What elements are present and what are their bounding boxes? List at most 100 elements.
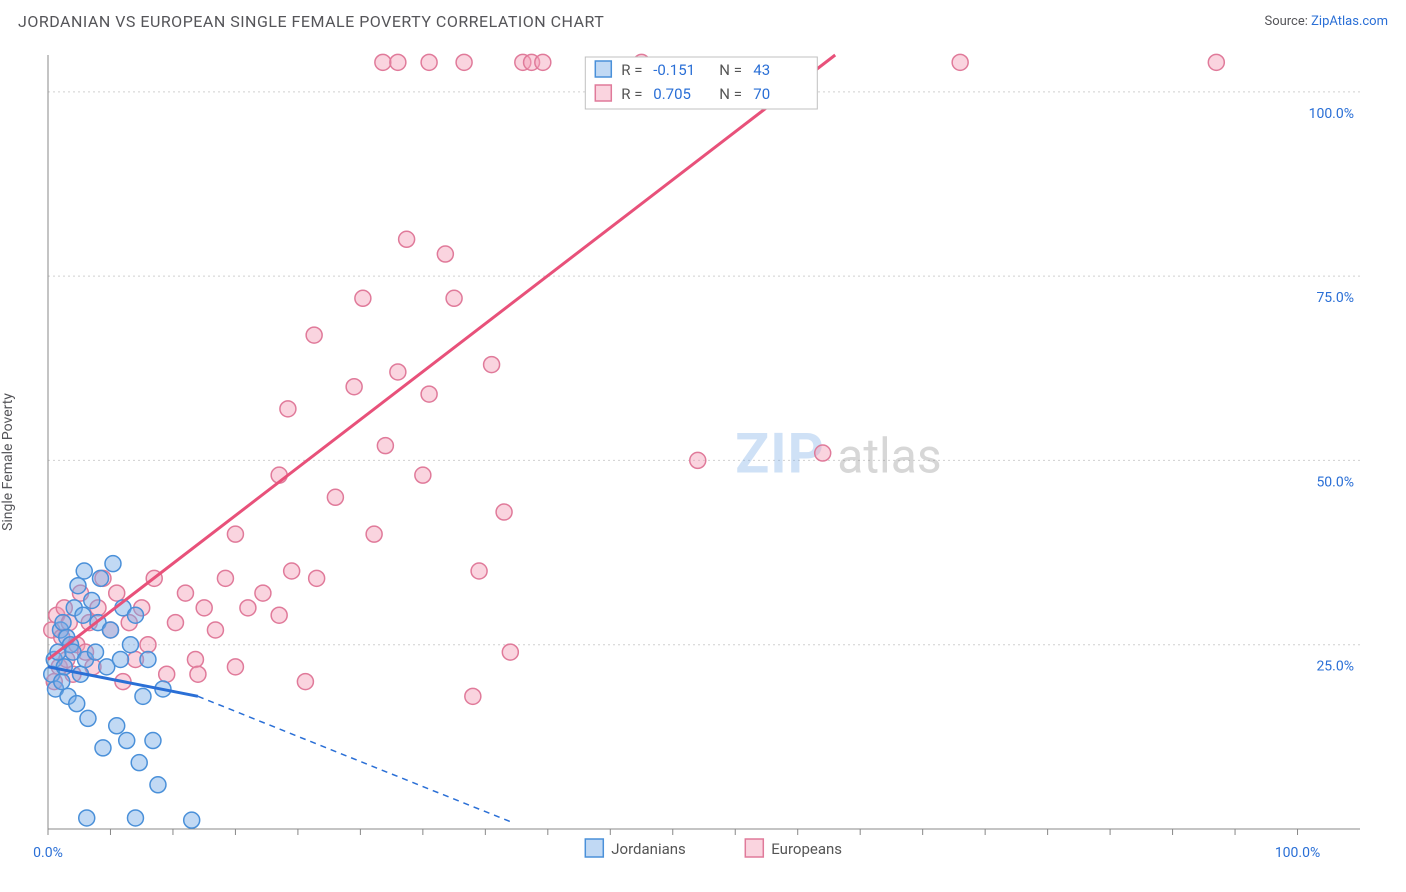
data-point bbox=[297, 674, 313, 690]
data-point bbox=[109, 718, 125, 734]
data-point bbox=[227, 526, 243, 542]
legend-swatch bbox=[595, 85, 611, 101]
data-point bbox=[177, 585, 193, 601]
data-point bbox=[255, 585, 271, 601]
data-point bbox=[421, 54, 437, 70]
data-point bbox=[95, 740, 111, 756]
data-point bbox=[112, 651, 128, 667]
data-point bbox=[105, 556, 121, 572]
data-point bbox=[327, 489, 343, 505]
data-point bbox=[69, 696, 85, 712]
data-point bbox=[366, 526, 382, 542]
y-tick-label: 100.0% bbox=[1309, 106, 1354, 122]
data-point bbox=[496, 504, 512, 520]
data-point bbox=[109, 585, 125, 601]
data-point bbox=[377, 438, 393, 454]
legend-swatch bbox=[595, 61, 611, 77]
data-point bbox=[815, 445, 831, 461]
y-tick-label: 25.0% bbox=[1316, 659, 1354, 675]
data-point bbox=[55, 615, 71, 631]
data-point bbox=[122, 637, 138, 653]
data-point bbox=[119, 733, 135, 749]
y-tick-label: 50.0% bbox=[1316, 474, 1354, 490]
header: JORDANIAN VS EUROPEAN SINGLE FEMALE POVE… bbox=[0, 0, 1406, 37]
data-point bbox=[390, 364, 406, 380]
data-point bbox=[207, 622, 223, 638]
data-point bbox=[87, 644, 103, 660]
data-point bbox=[280, 401, 296, 417]
data-point bbox=[190, 666, 206, 682]
data-point bbox=[421, 386, 437, 402]
trend-line-jordanians-extrap bbox=[198, 696, 510, 821]
data-point bbox=[375, 54, 391, 70]
legend-n-value: 43 bbox=[753, 61, 770, 79]
trend-line-europeans bbox=[48, 55, 835, 659]
data-point bbox=[54, 674, 70, 690]
x-tick-label: 0.0% bbox=[33, 845, 63, 861]
data-point bbox=[284, 563, 300, 579]
svg-text:atlas: atlas bbox=[837, 427, 941, 484]
data-point bbox=[456, 54, 472, 70]
data-point bbox=[79, 810, 95, 826]
data-point bbox=[76, 563, 92, 579]
data-point bbox=[471, 563, 487, 579]
data-point bbox=[227, 659, 243, 675]
legend-r-value: -0.151 bbox=[653, 61, 695, 79]
legend-r-value: 0.705 bbox=[653, 85, 691, 103]
data-point bbox=[399, 231, 415, 247]
data-point bbox=[127, 607, 143, 623]
source-prefix: Source: bbox=[1264, 14, 1311, 29]
data-point bbox=[484, 357, 500, 373]
source-label: Source: ZipAtlas.com bbox=[1264, 14, 1388, 29]
data-point bbox=[1208, 54, 1224, 70]
data-point bbox=[140, 637, 156, 653]
data-point bbox=[502, 644, 518, 660]
data-point bbox=[952, 54, 968, 70]
legend-series-label: Jordanians bbox=[611, 840, 686, 858]
legend-r-label: R = bbox=[621, 85, 642, 103]
y-tick-label: 75.0% bbox=[1316, 290, 1354, 306]
data-point bbox=[75, 607, 91, 623]
chart-area: Single Female Poverty 25.0% 50.0% 75.0% 100… bbox=[0, 37, 1406, 887]
data-point bbox=[346, 379, 362, 395]
legend-swatch bbox=[745, 839, 763, 857]
data-point bbox=[415, 467, 431, 483]
x-tick-label: 100.0% bbox=[1275, 845, 1320, 861]
data-point bbox=[217, 570, 233, 586]
stats-legend bbox=[585, 57, 817, 109]
data-point bbox=[196, 600, 212, 616]
legend-swatch bbox=[585, 839, 603, 857]
data-point bbox=[159, 666, 175, 682]
legend-n-value: 70 bbox=[753, 85, 770, 103]
svg-text:ZIP: ZIP bbox=[735, 420, 824, 486]
data-point bbox=[437, 246, 453, 262]
data-point bbox=[135, 688, 151, 704]
data-point bbox=[240, 600, 256, 616]
data-point bbox=[102, 622, 118, 638]
legend-n-label: N = bbox=[719, 85, 742, 103]
source-link[interactable]: ZipAtlas.com bbox=[1311, 14, 1388, 29]
data-point bbox=[131, 755, 147, 771]
data-point bbox=[84, 592, 100, 608]
legend-r-label: R = bbox=[621, 61, 642, 79]
data-point bbox=[70, 578, 86, 594]
data-point bbox=[127, 810, 143, 826]
data-point bbox=[446, 290, 462, 306]
data-point bbox=[92, 570, 108, 586]
data-point bbox=[167, 615, 183, 631]
data-point bbox=[184, 812, 200, 828]
chart-title: JORDANIAN VS EUROPEAN SINGLE FEMALE POVE… bbox=[18, 12, 604, 31]
data-point bbox=[306, 327, 322, 343]
data-point bbox=[690, 452, 706, 468]
legend-n-label: N = bbox=[719, 61, 742, 79]
data-point bbox=[271, 607, 287, 623]
y-axis-label: Single Female Poverty bbox=[0, 393, 16, 531]
data-point bbox=[140, 651, 156, 667]
scatter-chart: 25.0% 50.0% 75.0% 100.0% ZIPatlas 0.0% 100.0% R… bbox=[0, 37, 1406, 887]
legend-series-label: Europeans bbox=[771, 840, 842, 858]
data-point bbox=[80, 710, 96, 726]
watermark: ZIPatlas bbox=[735, 420, 941, 486]
data-point bbox=[145, 733, 161, 749]
data-point bbox=[309, 570, 325, 586]
data-point bbox=[150, 777, 166, 793]
